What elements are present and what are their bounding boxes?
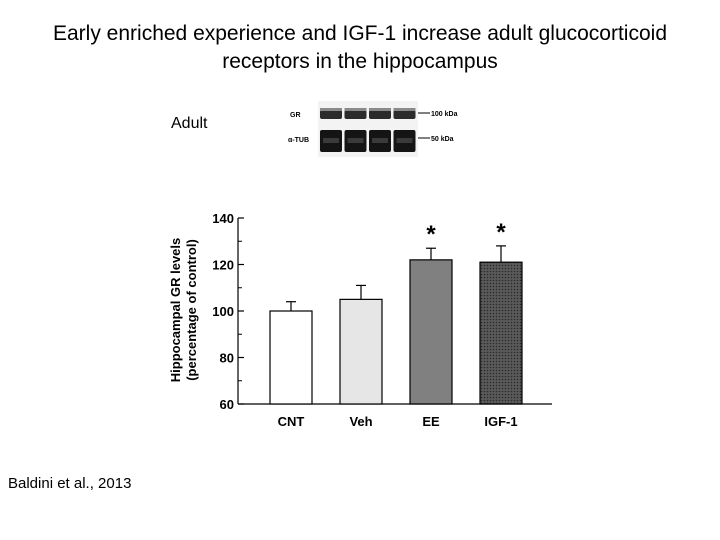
tubulin-band-highlight bbox=[347, 138, 364, 143]
gr-band bbox=[344, 110, 367, 119]
gr-band-smear bbox=[369, 108, 391, 111]
y-axis: 60 80 100 120 140 bbox=[212, 211, 244, 412]
significance-star: * bbox=[496, 219, 506, 246]
y-tick-label: 80 bbox=[220, 351, 234, 366]
gr-band-smear bbox=[344, 108, 367, 111]
y-axis-label-line2: (percentage of control) bbox=[184, 239, 199, 381]
tubulin-band-highlight bbox=[323, 138, 339, 143]
x-tick-labels: CNT Veh EE IGF-1 bbox=[278, 414, 518, 429]
bar-veh bbox=[339, 298, 383, 405]
bar-ee bbox=[409, 259, 453, 405]
adult-label: Adult bbox=[171, 115, 208, 132]
slide-title: Early enriched experience and IGF-1 incr… bbox=[0, 20, 720, 76]
significance-star: * bbox=[426, 221, 436, 248]
gr-band bbox=[393, 110, 416, 119]
tubulin-band-highlight bbox=[372, 138, 388, 143]
y-tick-label: 120 bbox=[212, 258, 234, 273]
gr-band-smear bbox=[393, 108, 416, 111]
gr-band-row bbox=[320, 108, 416, 119]
y-tick-label: 60 bbox=[220, 397, 234, 412]
gr-band-smear bbox=[320, 108, 342, 111]
bar-igf-1 bbox=[479, 261, 523, 405]
y-tick-label: 100 bbox=[212, 304, 234, 319]
gr-band bbox=[369, 110, 391, 119]
western-blot: GR α-TUB 100 kDa 50 kDa bbox=[288, 101, 458, 157]
slide-title-line1: Early enriched experience and IGF-1 incr… bbox=[53, 22, 667, 45]
bar-cnt bbox=[269, 310, 313, 405]
x-tick-label: Veh bbox=[349, 414, 372, 429]
bar-series: * * bbox=[269, 219, 523, 405]
blot-label-gr: GR bbox=[290, 112, 301, 119]
citation: Baldini et al., 2013 bbox=[8, 475, 132, 492]
marker-label-100kda: 100 kDa bbox=[431, 111, 458, 118]
gr-band bbox=[320, 110, 342, 119]
tubulin-band-highlight bbox=[396, 138, 413, 143]
y-tick-label: 140 bbox=[212, 211, 234, 226]
x-tick-label: IGF-1 bbox=[484, 414, 517, 429]
blot-label-tubulin: α-TUB bbox=[288, 137, 309, 144]
slide-title-line2: receptors in the hippocampus bbox=[222, 50, 498, 73]
marker-label-50kda: 50 kDa bbox=[431, 136, 454, 143]
y-axis-label-line1: Hippocampal GR levels bbox=[168, 238, 183, 383]
tubulin-band-row bbox=[320, 130, 416, 152]
x-tick-label: CNT bbox=[278, 414, 305, 429]
x-tick-label: EE bbox=[422, 414, 440, 429]
